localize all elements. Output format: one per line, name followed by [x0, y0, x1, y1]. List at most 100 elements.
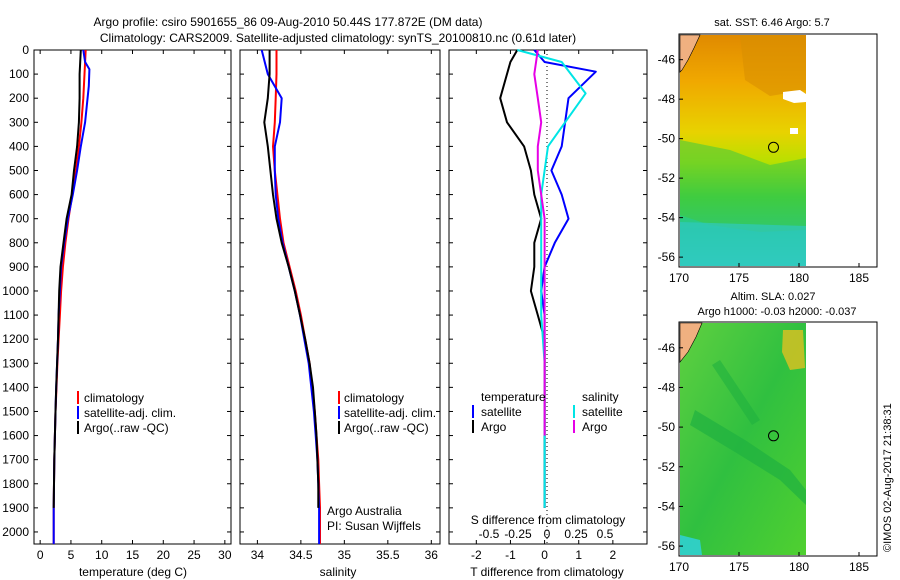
depth-tick-label: 400 [9, 139, 29, 153]
difference-depth-ticks [449, 49, 647, 533]
salinity-annotation-pi: PI: Susan Wijffels [327, 519, 421, 533]
difference-series [499, 49, 597, 508]
x-tick-label: 2 [610, 548, 617, 562]
difference-plot-frame [448, 49, 648, 545]
temperature-series [52, 49, 91, 544]
sst-green-tongue [680, 140, 806, 232]
salinity-panel: 34 34.5 35 35.5 36 climatology satellite-adj… [239, 49, 441, 579]
sla-land [679, 322, 703, 363]
legend-title-temperature: temperature [481, 390, 546, 404]
sst-warm-patch [740, 35, 806, 96]
argo-location-marker [768, 430, 779, 442]
legend-label-satellite: satellite-adj. clim. [344, 406, 436, 420]
depth-tick-label: 200 [9, 91, 29, 105]
depth-tick-label: 1400 [2, 380, 29, 394]
x-tick-label: 34.5 [289, 548, 313, 562]
depth-tick-label: 1000 [2, 284, 29, 298]
sst-map-axes: 170 175 180 185 -46 -48 -50 -52 -54 -56 [658, 53, 870, 285]
temperature-x-axis: 0 5 10 15 20 25 30 [37, 50, 232, 562]
depth-tick-label: 1600 [2, 429, 29, 443]
sst-map-panel: sat. SST: 6.46 Argo: 5.7 170 175 180 185 -46… [658, 17, 878, 285]
lat-tick-label: -48 [658, 380, 676, 394]
difference-panel: -2 -1 0 1 2 temperature satellite Argo salin… [448, 49, 648, 579]
lon-tick-label: 185 [849, 560, 869, 574]
depth-tick-label: 1900 [2, 501, 29, 515]
depth-tick-label: 1100 [3, 308, 29, 322]
lon-tick-label: 180 [789, 271, 809, 285]
depth-tick-label: 1800 [2, 477, 29, 491]
lon-tick-label: 180 [789, 560, 809, 574]
legend-label-temp-satellite: satellite [481, 405, 522, 419]
legend-label-temp-argo: Argo [481, 420, 507, 434]
sla-cyan-patch [680, 535, 702, 555]
depth-tick-label: 1700 [2, 453, 29, 467]
lat-tick-label: -48 [658, 92, 676, 106]
legend-title-salinity: salinity [582, 390, 619, 404]
lat-tick-label: -50 [658, 132, 676, 146]
lat-tick-label: -54 [658, 211, 676, 225]
depth-tick-label: 1200 [2, 332, 29, 346]
lon-tick-label: 185 [849, 271, 869, 285]
x-tick-label: 25 [187, 548, 201, 562]
lat-tick-label: -52 [658, 460, 676, 474]
temperature-plot-frame [33, 49, 232, 545]
lon-tick-label: 170 [669, 271, 689, 285]
difference-top-label: S difference from climatology [471, 513, 626, 527]
depth-tick-label: 0 [22, 43, 29, 57]
legend-label-climatology: climatology [84, 391, 144, 405]
sla-map-title: Altim. SLA: 0.027 [731, 291, 816, 303]
x-tick-label: 5 [68, 548, 75, 562]
lat-tick-label: -56 [658, 539, 676, 553]
temperature-legend: climatology satellite-adj. clim. Argo(..… [77, 391, 176, 435]
x-tick-label: 15 [126, 548, 140, 562]
sla-map-panel: Altim. SLA: 0.027 Argo h1000: -0.03 h200… [658, 291, 878, 574]
series-line-argo [533, 49, 546, 436]
salinity-x-axis: 34 34.5 35 35.5 36 [251, 50, 438, 562]
depth-tick-label: 800 [9, 236, 29, 250]
legend-label-argo: Argo(..raw -QC) [84, 421, 169, 435]
sst-land [679, 34, 701, 73]
difference-x-label: T difference from climatology [470, 565, 624, 579]
s-tick-label: -0.25 [504, 527, 532, 541]
salinity-x-label: salinity [320, 565, 357, 579]
sla-map-subtitle: Argo h1000: -0.03 h2000: -0.037 [697, 306, 856, 318]
title-line-1: Argo profile: csiro 5901655_86 09-Aug-20… [94, 15, 483, 29]
sla-low-channel [690, 410, 806, 505]
series-line-argo-raw-qc [52, 49, 82, 508]
depth-tick-label: 500 [9, 163, 29, 177]
legend-label-argo: Argo(..raw -QC) [344, 421, 429, 435]
credit-footer: ©IMOS 02-Aug-2017 21:38:31 [882, 403, 894, 552]
series-line-argo-raw-qc [263, 50, 320, 508]
depth-tick-label: 300 [9, 115, 29, 129]
x-tick-label: 1 [575, 548, 582, 562]
legend-label-sal-satellite: satellite [582, 405, 623, 419]
difference-x-axis: -2 -1 0 1 2 [471, 50, 617, 562]
legend-label-sal-argo: Argo [582, 420, 608, 434]
lat-tick-label: -54 [658, 499, 676, 513]
sst-cloud-mask-small [790, 128, 798, 134]
salinity-difference-ticks: -0.5 -0.25 0 0.25 0.5 [479, 527, 614, 541]
salinity-legend: climatology satellite-adj. clim. Argo(..… [338, 391, 436, 435]
x-tick-label: 34 [251, 548, 265, 562]
x-tick-label: 0 [37, 548, 44, 562]
depth-axis: 0 100 200 300 400 500 600 700 800 900 1000 1100 1200… [2, 43, 231, 539]
salinity-series [260, 49, 321, 544]
salinity-plot-frame [239, 49, 441, 545]
depth-tick-label: 2000 [2, 525, 29, 539]
lon-tick-label: 175 [729, 560, 749, 574]
depth-tick-label: 1500 [2, 404, 29, 418]
lat-tick-label: -46 [658, 53, 676, 67]
legend-label-satellite: satellite-adj. clim. [84, 406, 176, 420]
title-line-2: Climatology: CARS2009. Satellite-adjuste… [100, 31, 576, 45]
sst-cloud-mask [783, 90, 806, 103]
salinity-depth-ticks [240, 49, 440, 533]
depth-tick-label: 1300 [2, 356, 29, 370]
sla-low-channel-2 [712, 360, 760, 425]
x-tick-label: -1 [505, 548, 516, 562]
temperature-x-label: temperature (deg C) [79, 565, 187, 579]
depth-tick-label: 700 [9, 212, 29, 226]
lat-tick-label: -50 [658, 420, 676, 434]
x-tick-label: 0 [541, 548, 548, 562]
x-tick-label: 10 [95, 548, 109, 562]
